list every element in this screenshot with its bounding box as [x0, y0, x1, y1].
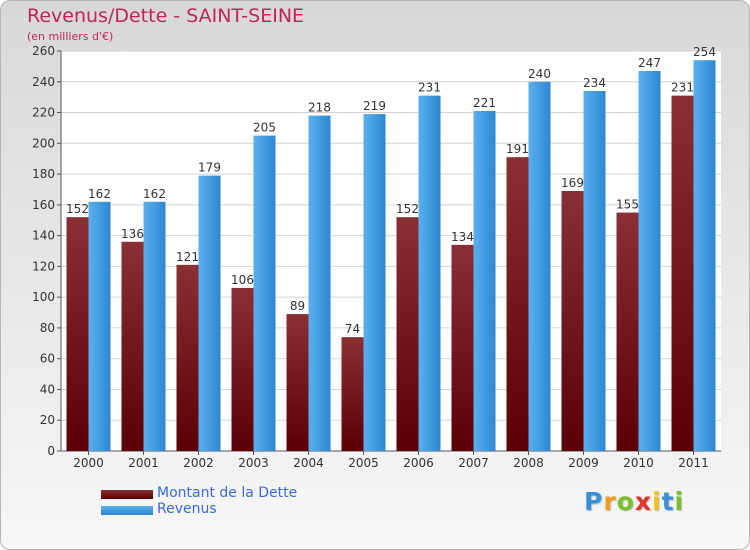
x-tick-label: 2011 — [678, 456, 709, 470]
data-label-revenus: 231 — [418, 81, 441, 95]
data-label-revenus: 218 — [308, 101, 331, 115]
x-tick-label: 2009 — [568, 456, 599, 470]
data-label-dette: 231 — [671, 81, 694, 95]
data-label-dette: 74 — [345, 322, 360, 336]
data-label-revenus: 162 — [143, 187, 166, 201]
x-tick-label: 2003 — [238, 456, 269, 470]
data-label-dette: 136 — [121, 227, 144, 241]
bar-revenus — [473, 111, 496, 451]
y-tick-label: 180 — [32, 167, 55, 181]
logo-letter: x — [634, 487, 652, 516]
data-label-revenus: 205 — [253, 121, 276, 135]
plot-area — [61, 51, 721, 451]
bar-dette — [66, 217, 89, 451]
data-label-dette: 134 — [451, 230, 474, 244]
bar-revenus — [693, 60, 716, 451]
data-label-revenus: 179 — [198, 161, 221, 175]
data-label-dette: 89 — [290, 299, 305, 313]
bar-revenus — [583, 91, 606, 451]
y-tick-label: 140 — [32, 229, 55, 243]
logo-letter: r — [603, 487, 617, 516]
y-tick-label: 220 — [32, 106, 55, 120]
bar-revenus — [198, 175, 221, 451]
bar-revenus — [143, 201, 166, 451]
legend-label-dette: Montant de la Dette — [157, 485, 298, 501]
data-label-revenus: 221 — [473, 96, 496, 110]
legend-swatch-dette — [101, 490, 153, 499]
bar-dette — [231, 287, 254, 451]
bar-dette — [616, 212, 639, 451]
y-tick-label: 260 — [32, 44, 55, 58]
bar-revenus — [418, 95, 441, 451]
chart-subtitle: (en milliers d'€) — [27, 30, 114, 43]
data-label-dette: 191 — [506, 142, 529, 156]
bar-dette — [396, 217, 419, 451]
data-label-dette: 169 — [561, 176, 584, 190]
legend-label-revenus: Revenus — [157, 501, 217, 517]
data-label-revenus: 234 — [583, 76, 606, 90]
y-tick-label: 0 — [47, 444, 55, 458]
y-tick-label: 120 — [32, 259, 55, 273]
x-tick-label: 2006 — [403, 456, 434, 470]
data-label-dette: 106 — [231, 273, 254, 287]
x-tick-label: 2010 — [623, 456, 654, 470]
x-tick-label: 2005 — [348, 456, 379, 470]
y-tick-label: 20 — [40, 413, 55, 427]
data-label-revenus: 162 — [88, 187, 111, 201]
bar-dette — [176, 264, 199, 451]
y-tick-label: 240 — [32, 75, 55, 89]
bar-dette — [506, 157, 529, 451]
data-label-dette: 152 — [396, 202, 419, 216]
data-label-revenus: 240 — [528, 67, 551, 81]
bar-dette — [286, 314, 309, 451]
bar-dette — [121, 241, 144, 451]
data-label-revenus: 219 — [363, 99, 386, 113]
data-label-revenus: 247 — [638, 56, 661, 70]
bar-revenus — [88, 201, 111, 451]
y-tick-label: 80 — [40, 321, 55, 335]
x-tick-label: 2004 — [293, 456, 324, 470]
data-label-revenus: 254 — [693, 45, 716, 59]
x-tick-label: 2001 — [128, 456, 159, 470]
y-tick-label: 200 — [32, 136, 55, 150]
y-tick-label: 160 — [32, 198, 55, 212]
x-tick-label: 2008 — [513, 456, 544, 470]
y-tick-label: 40 — [40, 382, 55, 396]
data-label-dette: 152 — [66, 202, 89, 216]
proxiti-logo: Proxiti — [584, 487, 684, 516]
bar-chart: 0204060801001201401601802002202402601521… — [32, 44, 721, 470]
logo-letter: i — [652, 487, 662, 516]
bar-revenus — [363, 114, 386, 452]
y-tick-label: 100 — [32, 290, 55, 304]
legend-swatch-revenus — [101, 506, 153, 515]
data-label-dette: 155 — [616, 198, 639, 212]
bar-revenus — [638, 71, 661, 451]
bar-revenus — [308, 115, 331, 451]
logo-letter: t — [661, 487, 675, 516]
y-tick-label: 60 — [40, 352, 55, 366]
bar-revenus — [528, 81, 551, 452]
chart-title: Revenus/Dette - SAINT-SEINE — [27, 5, 305, 27]
logo-letter: i — [674, 487, 685, 516]
x-tick-label: 2007 — [458, 456, 489, 470]
data-label-dette: 121 — [176, 250, 199, 264]
x-tick-label: 2002 — [183, 456, 214, 470]
logo-letter: P — [584, 487, 604, 516]
bar-dette — [561, 191, 584, 451]
bar-revenus — [253, 135, 276, 451]
bar-dette — [671, 95, 694, 451]
bar-dette — [451, 244, 474, 451]
logo-letter: o — [616, 487, 635, 516]
x-tick-label: 2000 — [73, 456, 104, 470]
bar-dette — [341, 337, 364, 451]
